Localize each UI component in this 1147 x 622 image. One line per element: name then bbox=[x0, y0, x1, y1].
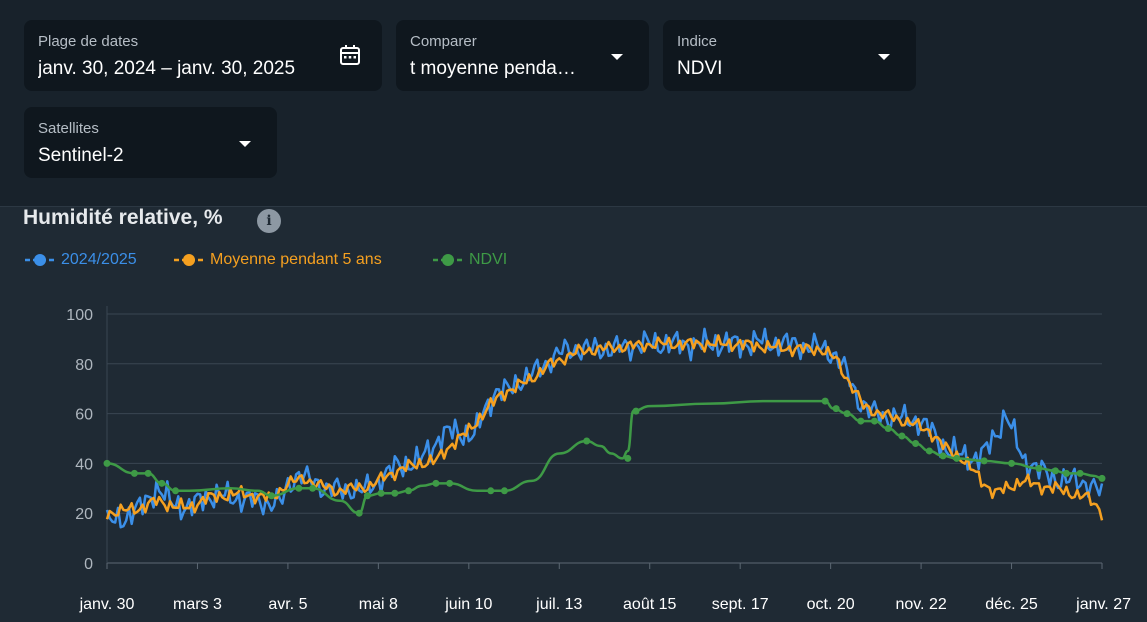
compare-select[interactable]: Comparer t moyenne penda… bbox=[396, 20, 649, 91]
ndvi-point bbox=[309, 484, 317, 492]
y-tick-label: 80 bbox=[75, 357, 93, 374]
x-tick-label: juil. 13 bbox=[535, 596, 582, 613]
ndvi-point bbox=[144, 469, 152, 477]
x-tick-label: avr. 5 bbox=[268, 596, 307, 613]
ndvi-point bbox=[832, 405, 840, 413]
legend-label: NDVI bbox=[469, 251, 508, 268]
y-tick-label: 100 bbox=[66, 307, 93, 324]
y-tick-label: 40 bbox=[75, 456, 93, 473]
ndvi-point bbox=[1076, 469, 1084, 477]
satellites-label: Satellites bbox=[38, 120, 99, 137]
ndvi-point bbox=[446, 479, 454, 487]
ndvi-point bbox=[857, 417, 865, 425]
chevron-down-icon[interactable] bbox=[239, 141, 251, 147]
ndvi-point bbox=[103, 459, 111, 467]
legend-marker-icon bbox=[25, 254, 55, 266]
ndvi-point bbox=[1098, 474, 1106, 482]
index-value: NDVI bbox=[677, 58, 723, 79]
chevron-down-icon[interactable] bbox=[878, 54, 890, 60]
legend-label: Moyenne pendant 5 ans bbox=[210, 251, 382, 268]
ndvi-point bbox=[821, 397, 829, 405]
ndvi-point bbox=[939, 452, 947, 460]
date-range-value: janv. 30, 2024 – janv. 30, 2025 bbox=[38, 58, 296, 79]
x-tick-label: août 15 bbox=[623, 596, 676, 613]
ndvi-point bbox=[363, 492, 371, 500]
ndvi-point bbox=[632, 407, 640, 415]
date-range-picker[interactable]: Plage de dates janv. 30, 2024 – janv. 30… bbox=[24, 20, 382, 91]
ndvi-point bbox=[500, 487, 508, 495]
ndvi-point bbox=[158, 479, 166, 487]
chart-title: Humidité relative, % bbox=[23, 206, 223, 229]
x-tick-label: janv. 27 bbox=[1075, 596, 1131, 613]
ndvi-point bbox=[980, 457, 988, 465]
ndvi-line bbox=[106, 399, 1103, 515]
ndvi-point bbox=[843, 410, 851, 418]
filter-panel: Plage de dates janv. 30, 2024 – janv. 30… bbox=[0, 0, 1147, 207]
ndvi-point bbox=[377, 489, 385, 497]
x-tick-label: nov. 22 bbox=[895, 596, 946, 613]
date-range-label: Plage de dates bbox=[38, 33, 139, 50]
ndvi-point bbox=[1035, 464, 1043, 472]
y-tick-label: 0 bbox=[84, 556, 93, 573]
ndvi-point bbox=[391, 489, 399, 497]
ndvi-point bbox=[432, 479, 440, 487]
x-tick-label: sept. 17 bbox=[712, 596, 769, 613]
x-tick-label: oct. 20 bbox=[807, 596, 855, 613]
ndvi-point bbox=[172, 487, 180, 495]
ndvi-point bbox=[884, 425, 892, 433]
index-label: Indice bbox=[677, 33, 718, 50]
ndvi-point bbox=[130, 469, 138, 477]
compare-value: t moyenne penda… bbox=[410, 58, 576, 79]
satellites-select[interactable]: Satellites Sentinel-2 bbox=[24, 107, 277, 178]
calendar-icon[interactable] bbox=[338, 43, 362, 67]
x-tick-label: mars 3 bbox=[173, 596, 222, 613]
satellites-value: Sentinel-2 bbox=[38, 145, 124, 166]
ndvi-point bbox=[925, 447, 933, 455]
y-tick-label: 60 bbox=[75, 407, 93, 424]
ndvi-point bbox=[1008, 459, 1016, 467]
x-tick-label: mai 8 bbox=[359, 596, 398, 613]
ndvi-point bbox=[583, 437, 591, 445]
x-tick-label: janv. 30 bbox=[79, 596, 135, 613]
compare-label: Comparer bbox=[410, 33, 477, 50]
ndvi-point bbox=[912, 439, 920, 447]
humidity-chart: 0 20 40 60 80 100 janv. 30 mars 3 avr. 5 mai 8 jui… bbox=[66, 306, 1131, 613]
ndvi-point bbox=[953, 454, 961, 462]
info-icon[interactable]: i bbox=[257, 209, 281, 233]
x-tick-label: déc. 25 bbox=[985, 596, 1038, 613]
y-tick-label: 20 bbox=[75, 506, 93, 523]
legend-marker-icon bbox=[433, 254, 463, 266]
legend-marker-icon bbox=[174, 254, 204, 266]
ndvi-point bbox=[267, 492, 275, 500]
legend-label: 2024/2025 bbox=[61, 251, 137, 268]
ndvi-point bbox=[1062, 469, 1070, 477]
ndvi-point bbox=[870, 417, 878, 425]
ndvi-point bbox=[624, 454, 632, 462]
ndvi-point bbox=[405, 487, 413, 495]
ndvi-point bbox=[355, 509, 363, 517]
ndvi-point bbox=[295, 484, 303, 492]
ndvi-point bbox=[898, 432, 906, 440]
x-tick-label: juin 10 bbox=[444, 596, 492, 613]
index-select[interactable]: Indice NDVI bbox=[663, 20, 916, 91]
ndvi-point bbox=[487, 487, 495, 495]
ndvi-point bbox=[1051, 467, 1059, 475]
chevron-down-icon[interactable] bbox=[611, 54, 623, 60]
